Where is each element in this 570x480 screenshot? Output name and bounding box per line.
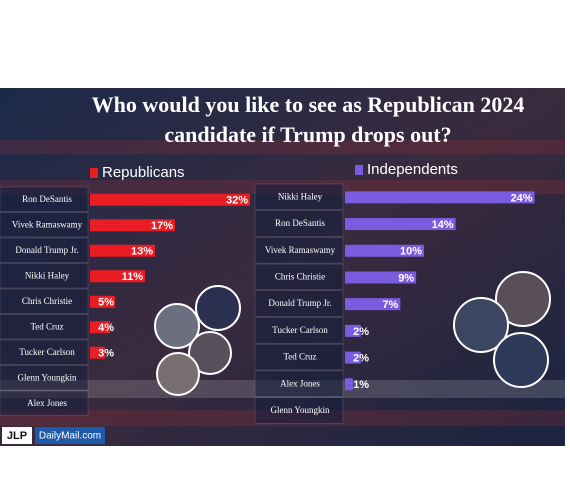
category-label: Glenn Youngkin (270, 405, 330, 415)
label-cell (0, 186, 89, 212)
label-cell (0, 263, 89, 289)
bar (345, 351, 361, 364)
category-label: Chris Christie (22, 296, 72, 306)
label-cell (0, 314, 89, 340)
category-label: Tucker Carlson (272, 325, 328, 335)
bar (345, 324, 361, 337)
category-label: Nikki Haley (278, 191, 323, 201)
title-line: candidate if Trump drops out? (164, 122, 451, 147)
value-label: 9% (398, 272, 414, 284)
value-label: 4% (98, 322, 114, 334)
label-cell (254, 237, 344, 264)
bar (90, 321, 110, 334)
category-label: Ted Cruz (283, 352, 316, 362)
source: DailyMail.com (39, 431, 101, 442)
bar (90, 295, 115, 308)
label-cell (0, 339, 89, 365)
value-label: 5% (98, 297, 114, 309)
label-cell (254, 397, 344, 424)
value-label: 14% (432, 219, 454, 231)
value-label: 11% (122, 271, 144, 283)
bar (345, 244, 424, 257)
logo-box (2, 427, 32, 444)
label-cell (254, 263, 344, 291)
value-label: 13% (131, 246, 153, 258)
label-cell (0, 212, 89, 238)
label-cell (254, 370, 344, 397)
value-label: 32% (226, 195, 248, 207)
value-label: 1% (353, 379, 369, 391)
logo: JLP (7, 430, 27, 442)
label-cell (254, 317, 344, 344)
category-label: Vivek Ramaswamy (12, 219, 83, 229)
label-cell (254, 343, 344, 371)
value-label: 17% (151, 220, 173, 232)
label-cell (254, 210, 344, 237)
value-label: 2% (353, 326, 369, 338)
label-cell (0, 288, 89, 314)
category-label: Alex Jones (280, 378, 320, 388)
category-label: Vivek Ramaswamy (265, 245, 336, 255)
label-cell (254, 183, 344, 210)
legend-label: Independents (367, 161, 458, 178)
title-line: Who would you like to see as Republican … (92, 92, 525, 117)
bar (90, 193, 250, 206)
value-label: 2% (353, 352, 369, 364)
photos (154, 271, 551, 396)
category-label: Donald Trump Jr. (15, 245, 78, 255)
bar (345, 218, 456, 231)
category-label: Ted Cruz (30, 321, 63, 331)
label-cell (0, 390, 89, 416)
value-label: 7% (382, 299, 398, 311)
label-cell (0, 237, 89, 263)
value-label: 24% (511, 192, 533, 204)
category-label: Ron DeSantis (22, 194, 72, 204)
bar (90, 219, 175, 232)
category-label: Ron DeSantis (275, 218, 325, 228)
legend-label: Republicans (102, 164, 185, 181)
bar (345, 298, 401, 311)
category-label: Nikki Haley (25, 270, 70, 280)
category-label: Glenn Youngkin (17, 372, 77, 382)
bar (90, 346, 105, 359)
category-label: Tucker Carlson (19, 347, 75, 357)
source-box (35, 427, 105, 444)
category-label: Alex Jones (27, 398, 67, 408)
legend-swatch (355, 165, 363, 175)
category-label: Donald Trump Jr. (268, 298, 331, 308)
value-label: 10% (400, 246, 422, 258)
label-cell (0, 365, 89, 391)
value-label: 3% (98, 348, 114, 360)
legend-swatch (90, 168, 98, 178)
bar (345, 191, 535, 204)
bar (90, 270, 145, 283)
label-cell (254, 290, 344, 317)
bar (90, 244, 155, 257)
bar (345, 271, 417, 284)
bar (345, 378, 353, 391)
category-label: Chris Christie (275, 272, 325, 282)
